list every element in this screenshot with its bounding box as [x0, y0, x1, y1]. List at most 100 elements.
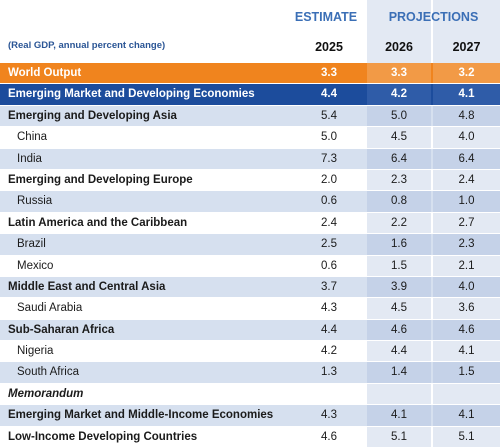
row-label: India	[17, 152, 42, 165]
projection-cell-bg	[433, 405, 500, 426]
value-2025: 4.4	[321, 323, 337, 336]
value-2026: 1.6	[391, 238, 407, 251]
table-row: Emerging Market and Developing Economies…	[0, 84, 500, 106]
value-2025: 3.3	[321, 67, 337, 79]
row-label: Emerging Market and Middle-Income Econom…	[8, 409, 274, 422]
units-note: (Real GDP, annual percent change)	[8, 40, 166, 51]
projection-cell-bg	[433, 319, 500, 341]
row-label: Emerging and Developing Europe	[8, 173, 193, 186]
value-2027: 4.6	[458, 323, 475, 336]
row-label: World Output	[8, 67, 82, 79]
value-2027: 6.4	[458, 152, 475, 165]
year-2027-header: 2027	[452, 40, 481, 54]
projection-cell-bg	[433, 84, 500, 105]
value-2027: 4.1	[458, 345, 475, 358]
projection-cell-bg	[433, 148, 500, 169]
value-2027: 4.1	[458, 88, 475, 101]
row-label: Sub-Saharan Africa	[8, 323, 115, 336]
table-row: China 5.0 4.5 4.0	[0, 127, 500, 149]
projection-cell-bg	[433, 384, 500, 404]
projection-cell-bg	[433, 191, 500, 212]
subheader-row: (Real GDP, annual percent change) 2025 2…	[0, 36, 500, 60]
value-2026: 1.5	[391, 259, 407, 272]
projection-cell-bg	[367, 276, 431, 298]
row-label: South Africa	[17, 366, 80, 379]
value-2027: 5.1	[458, 430, 475, 443]
value-2027: 4.0	[458, 131, 475, 144]
value-2025: 3.7	[321, 280, 337, 293]
value-2026: 6.4	[391, 152, 407, 165]
table-row: Sub-Saharan Africa 4.4 4.6 4.6	[0, 319, 500, 342]
projection-cell-bg	[367, 384, 431, 404]
table-body: World Output 3.3 3.3 3.2 Emerging Market and…	[0, 63, 500, 448]
row-label: Brazil	[17, 238, 46, 251]
value-2025: 2.0	[321, 173, 337, 186]
value-2027: 1.0	[458, 195, 475, 208]
projection-cell-bg	[433, 276, 500, 298]
value-2027: 2.3	[458, 238, 475, 251]
projection-cell-bg	[367, 319, 431, 341]
value-2026: 5.1	[391, 430, 407, 443]
value-2027: 4.0	[458, 280, 475, 293]
table-row: World Output 3.3 3.3 3.2	[0, 63, 500, 85]
value-2026: 4.6	[391, 323, 407, 336]
value-2025: 0.6	[321, 259, 337, 272]
value-2027: 3.6	[458, 302, 475, 315]
value-2025: 4.4	[321, 88, 337, 101]
projection-cell-bg	[367, 148, 431, 169]
table-row: Nigeria 4.2 4.4 4.1	[0, 341, 500, 363]
value-2026: 2.2	[391, 216, 407, 229]
row-label: Emerging and Developing Asia	[8, 109, 177, 122]
row-label: Emerging Market and Developing Economies	[8, 88, 255, 101]
value-2025: 2.4	[321, 216, 337, 229]
value-2025: 1.3	[321, 366, 337, 379]
table-row: Emerging and Developing Asia 5.4 5.0 4.8	[0, 105, 500, 128]
table-row: South Africa 1.3 1.4 1.5	[0, 362, 500, 384]
value-2026: 3.3	[391, 67, 407, 79]
year-2026-header: 2026	[385, 40, 413, 54]
projection-cell-bg	[367, 63, 431, 84]
table-row: Russia 0.6 0.8 1.0	[0, 191, 500, 213]
table-row: Brazil 2.5 1.6 2.3	[0, 234, 500, 256]
value-2025: 2.5	[321, 238, 337, 251]
row-label: Saudi Arabia	[17, 302, 83, 315]
value-2027: 1.5	[458, 366, 475, 379]
table-row: Middle East and Central Asia 3.7 3.9 4.0	[0, 276, 500, 299]
table-row: Mexico 0.6 1.5 2.1	[0, 256, 500, 277]
year-2025-header: 2025	[315, 40, 343, 54]
value-2026: 4.4	[391, 345, 407, 358]
projection-cell-bg	[367, 105, 431, 127]
projection-cell-bg	[433, 362, 500, 383]
table-row: Latin America and the Caribbean 2.4 2.2 2.7	[0, 213, 500, 235]
projection-cell-bg	[433, 234, 500, 255]
row-label: Nigeria	[17, 345, 54, 358]
row-label: Memorandum	[8, 387, 84, 400]
projection-cell-bg	[433, 63, 500, 84]
projection-cell-bg	[367, 362, 431, 383]
projection-cell-bg	[367, 191, 431, 212]
row-label: Latin America and the Caribbean	[8, 216, 188, 229]
value-2026: 4.5	[391, 302, 407, 315]
row-label: Russia	[17, 195, 53, 208]
value-2026: 5.0	[391, 109, 407, 122]
table-row: India 7.3 6.4 6.4	[0, 148, 500, 170]
value-2026: 4.2	[391, 88, 407, 101]
value-2025: 4.6	[321, 430, 337, 443]
projection-cell-bg	[367, 405, 431, 426]
table-row: Saudi Arabia 4.3 4.5 3.6	[0, 298, 500, 320]
value-2027: 2.7	[458, 216, 475, 229]
row-label: Low-Income Developing Countries	[8, 430, 198, 443]
value-2026: 4.1	[391, 409, 407, 422]
projection-cell-bg	[433, 105, 500, 127]
table-row: Emerging Market and Middle-Income Econom…	[0, 405, 500, 427]
value-2025: 0.6	[321, 195, 337, 208]
projection-cell-bg	[367, 84, 431, 105]
value-2025: 4.2	[321, 345, 337, 358]
value-2027: 3.2	[458, 67, 475, 79]
value-2025: 5.4	[321, 109, 337, 122]
table-row: Memorandum	[0, 384, 500, 406]
table-row: Low-Income Developing Countries 4.6 5.1 5.1	[0, 427, 500, 448]
value-2027: 4.8	[458, 109, 475, 122]
value-2026: 3.9	[391, 280, 407, 293]
